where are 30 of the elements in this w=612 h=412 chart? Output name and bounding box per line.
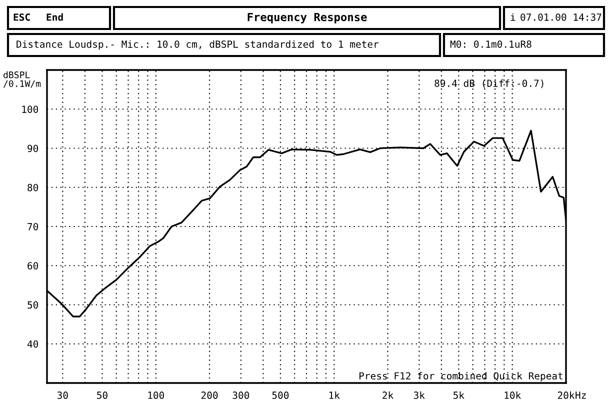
text: i: [510, 13, 516, 21]
y-tick-label: 60: [28, 262, 38, 270]
chart-title: Frequency Response: [248, 12, 367, 24]
text: ESC: [14, 13, 30, 21]
x-tick-label: 5k: [454, 391, 464, 399]
annotation: Press F12 for combined Quick Repeat: [359, 372, 562, 382]
text: 07.01.00 14:37: [520, 13, 602, 21]
x-tick-label: 20k: [558, 391, 575, 399]
x-tick-label: 30: [57, 392, 68, 399]
y-tick-label: 40: [27, 340, 38, 348]
x-tick-label: 200: [201, 392, 218, 399]
y-axis-title: dBSPL /0.1W/m: [3, 71, 41, 88]
x-axis-title: Hz: [576, 392, 586, 399]
y-tick-label: 70: [28, 223, 38, 230]
x-tick-label: 2k: [382, 391, 394, 399]
annotation: 89.4 dB (Diff:-0.7): [434, 79, 544, 88]
y-tick-label: 100: [22, 106, 38, 113]
y-tick-label: 50: [28, 301, 38, 309]
y-tick-label: 80: [28, 184, 38, 192]
x-tick-label: 300: [232, 392, 250, 399]
x-tick-label: 10k: [504, 391, 521, 399]
text: M0: 0.1m0.1uR8: [450, 40, 532, 48]
x-tick-label: 500: [272, 392, 289, 399]
text: End: [46, 13, 63, 21]
x-tick-label: 1k: [329, 391, 340, 399]
x-tick-label: 50: [97, 392, 108, 399]
text: Distance Loudsp.- Mic.: 10.0 cm, dBSPL standardized to 1 meter: [16, 40, 379, 50]
y-tick-label: 90: [28, 144, 38, 152]
x-tick-label: 3k: [414, 391, 425, 399]
x-tick-label: 100: [148, 392, 164, 399]
